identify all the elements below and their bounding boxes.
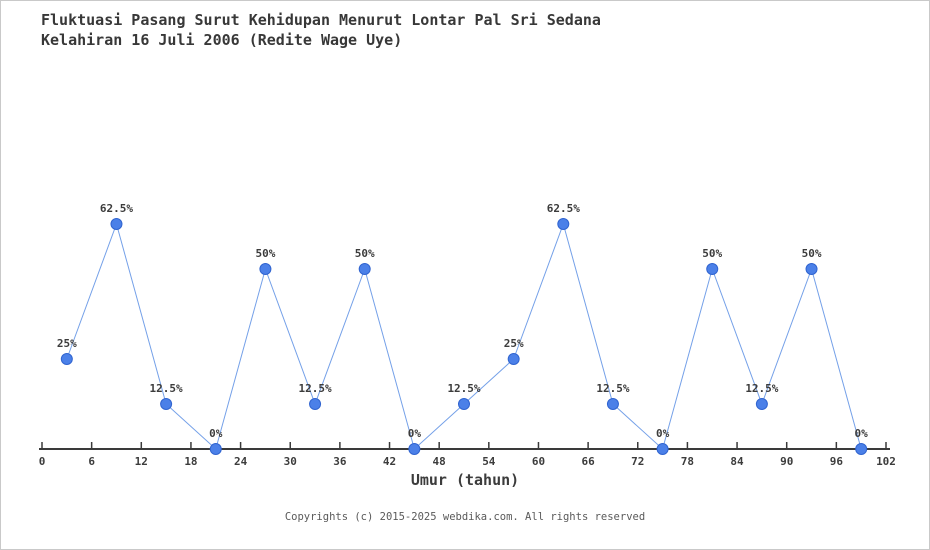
data-point [358,263,371,275]
x-axis-title: Umur (tahun) [410,471,520,489]
data-point-label: 62.5% [547,202,580,215]
chart-title-line1: Fluktuasi Pasang Surut Kehidupan Menurut… [41,11,601,29]
data-point [805,263,818,275]
data-point [309,398,322,410]
chart-title: Fluktuasi Pasang Surut Kehidupan Menurut… [41,10,601,50]
data-point [209,443,222,455]
x-axis-tick-label: 72 [631,455,644,468]
data-point [755,398,768,410]
data-point [855,443,868,455]
x-axis-tick-label: 102 [876,455,896,468]
data-point [110,218,123,230]
x-axis-tick-label: 12 [135,455,148,468]
data-point-label: 12.5% [447,382,480,395]
x-axis-tick-label: 78 [681,455,694,468]
x-axis-tick-label: 36 [333,455,347,468]
x-axis-tick-label: 60 [532,455,545,468]
data-point [606,398,619,410]
data-point [706,263,719,275]
data-point-label: 25% [504,337,524,350]
data-point-label: 0% [209,427,223,440]
data-point-label: 12.5% [150,382,183,395]
data-point-label: 62.5% [100,202,133,215]
data-point-label: 0% [656,427,670,440]
data-point-label: 50% [802,247,822,260]
data-point [408,443,421,455]
data-point [60,353,73,365]
x-axis-tick-label: 90 [780,455,793,468]
data-point-label: 0% [855,427,869,440]
x-axis-tick-label: 54 [482,455,496,468]
data-point-label: 25% [57,337,77,350]
x-axis-tick-label: 48 [433,455,446,468]
data-point-label: 50% [702,247,722,260]
chart-canvas: 0 6 12 18 24 30 36 42 48 54 60 66 72 78 84 90 96 102 25% 62… [39,202,896,468]
x-axis-tick-label: 30 [284,455,297,468]
data-point [259,263,272,275]
x-axis-tick-label: 18 [184,455,197,468]
x-axis-tick-label: 42 [383,455,396,468]
copyright-text: Copyrights (c) 2015-2025 webdika.com. Al… [284,511,646,523]
chart-title-line2: Kelahiran 16 Juli 2006 (Redite Wage Uye) [41,31,403,49]
data-point [160,398,173,410]
data-point-label: 12.5% [596,382,629,395]
data-point [507,353,520,365]
x-axis-tick-label: 66 [581,455,595,468]
series-line [66,222,862,450]
data-point-label: 50% [255,247,275,260]
x-axis-tick-label: 84 [730,455,744,468]
data-point [458,398,470,410]
data-point [656,443,669,455]
data-point-label: 12.5% [745,382,778,395]
x-axis-tick-label: 96 [830,455,844,468]
x-axis-tick-label: 0 [39,455,46,468]
data-point [557,218,570,230]
data-point-label: 0% [408,427,422,440]
data-point-label: 12.5% [298,382,331,395]
x-axis-tick-label: 24 [234,455,248,468]
data-point-label: 50% [355,247,375,260]
x-axis-tick-label: 6 [88,455,95,468]
